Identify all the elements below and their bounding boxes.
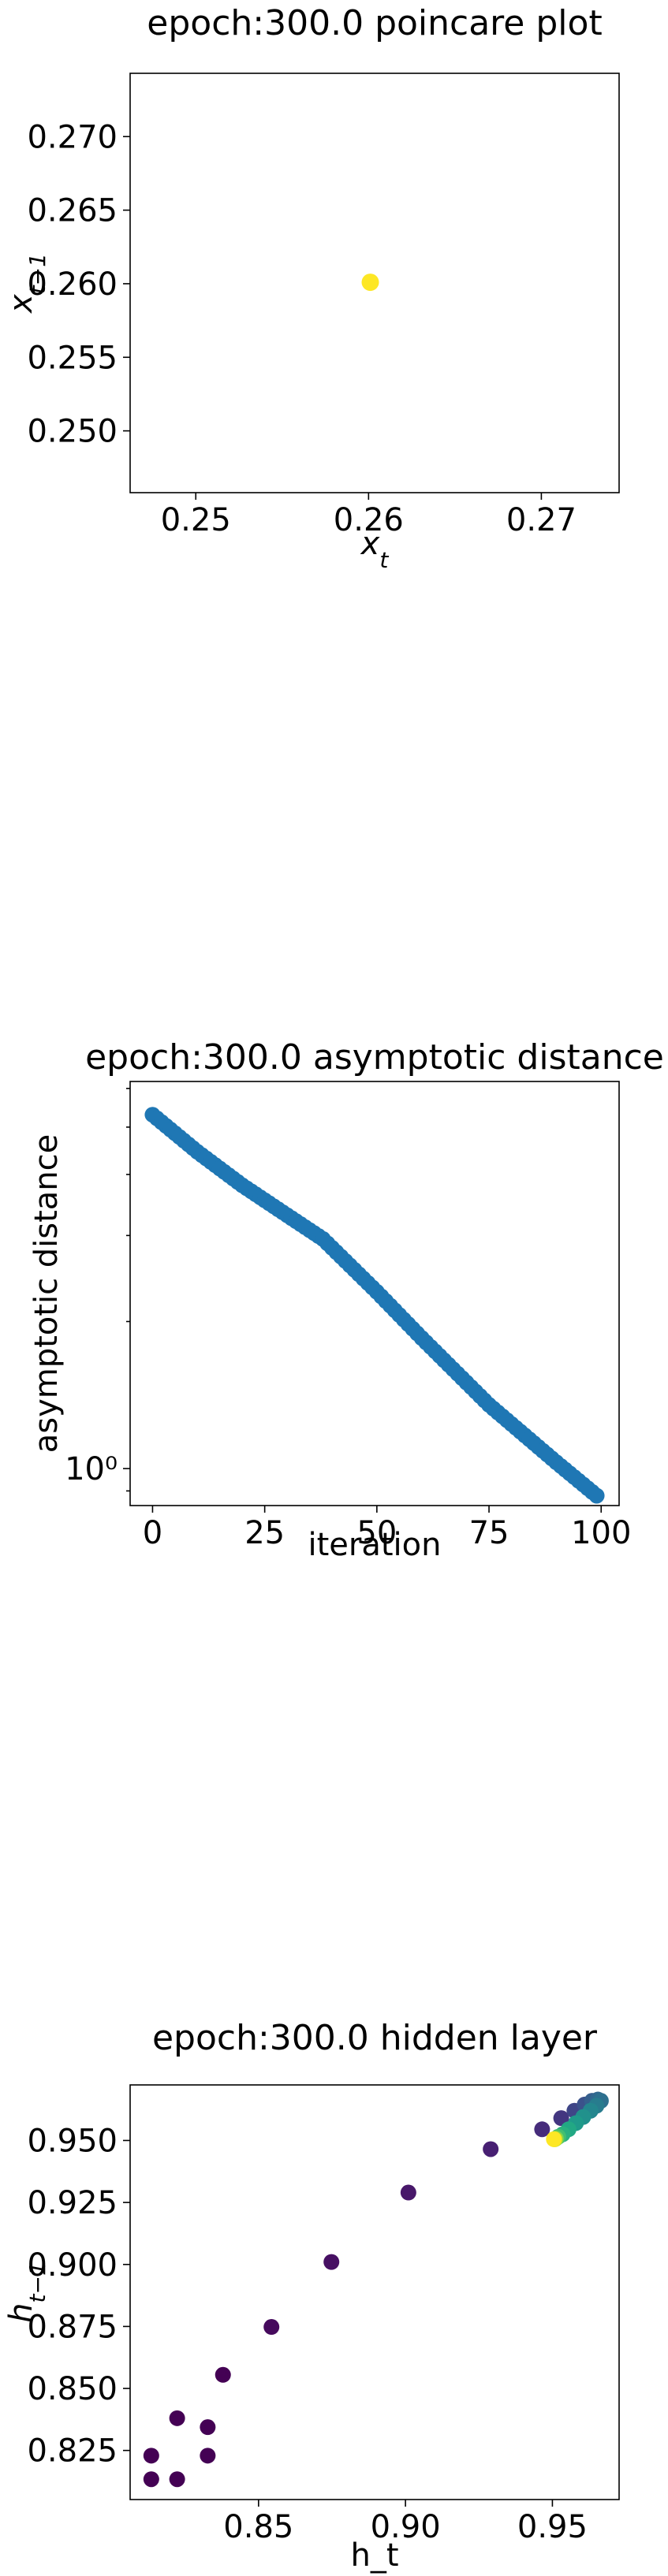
y-axis-label: xt−1 <box>3 253 50 315</box>
x-tick-label: 0.90 <box>371 2509 441 2545</box>
x-tick-label: 25 <box>244 1515 285 1551</box>
x-tick-label: 0.27 <box>506 502 577 538</box>
x-tick-label: 0.85 <box>223 2509 293 2545</box>
plot-frame <box>129 1081 620 1506</box>
y-axis-label: asymptotic distance <box>28 1134 65 1454</box>
x-ticks: 0.85 0.90 0.95 <box>223 2500 588 2545</box>
data-point <box>200 2448 216 2464</box>
x-tick-label: 50 <box>356 1515 397 1551</box>
data-point <box>546 2131 562 2147</box>
x-ticks: 0.25 0.26 0.27 <box>161 493 577 538</box>
y-ticks: 0.250 0.255 0.260 0.265 0.270 <box>27 119 130 450</box>
data-point <box>169 2471 185 2488</box>
y-tick-label: 0.875 <box>27 2309 118 2345</box>
y-tick-label: 0.850 <box>27 2371 118 2407</box>
x-axis-label: h_t <box>350 2537 398 2574</box>
y-tick-label: 0.950 <box>27 2123 118 2159</box>
hidden-layer-chart: epoch:300.0 hidden layer 0.85 0.90 0.95 0.… <box>3 2018 620 2574</box>
y-ticks: 0.825 0.850 0.875 0.900 0.925 0.950 <box>27 2123 130 2470</box>
x-tick-label: 0.95 <box>517 2509 588 2545</box>
x-tick-label: 0 <box>143 1515 162 1551</box>
chart-title: epoch:300.0 hidden layer <box>152 2018 598 2058</box>
y-ticks: 10⁰ <box>65 1088 130 1492</box>
data-point <box>483 2141 499 2157</box>
data-point <box>215 2366 231 2383</box>
points <box>143 2091 609 2488</box>
plot-frame <box>129 2084 620 2500</box>
plot-frame <box>129 73 620 493</box>
y-tick-label: 0.255 <box>27 340 118 376</box>
points <box>361 274 379 292</box>
data-point <box>323 2254 340 2270</box>
chart-title: epoch:300.0 poincare plot <box>147 3 602 43</box>
y-tick-label: 0.900 <box>27 2247 118 2284</box>
y-tick-label: 0.825 <box>27 2433 118 2470</box>
y-tick-label: 0.250 <box>27 414 118 450</box>
x-tick-label: 75 <box>469 1515 509 1551</box>
asymptotic-distance-chart: epoch:300.0 asymptotic distance 0 25 50 75 1… <box>28 1037 664 1563</box>
data-point <box>169 2410 185 2426</box>
y-tick-label: 0.270 <box>27 119 118 155</box>
points <box>144 1107 605 1504</box>
data-point <box>534 2121 550 2138</box>
data-point <box>200 2419 216 2436</box>
data-point <box>143 2448 159 2464</box>
x-tick-label: 0.25 <box>161 502 231 538</box>
data-point <box>400 2184 416 2201</box>
x-ticks: 0 25 50 75 100 <box>143 1506 631 1551</box>
x-axis-label: iteration <box>308 1527 442 1563</box>
x-tick-label: 100 <box>571 1515 631 1551</box>
poincare-plot-chart: epoch:300.0 poincare plot 0.25 0.26 0.27 0… <box>3 3 620 573</box>
x-tick-label: 0.26 <box>334 502 404 538</box>
data-point <box>263 2319 280 2336</box>
y-tick-label: 0.265 <box>27 193 118 229</box>
data-point <box>588 1487 605 1504</box>
data-point <box>553 2110 569 2127</box>
chart-title: epoch:300.0 asymptotic distance <box>85 1037 664 1078</box>
data-point <box>143 2471 159 2488</box>
data-point <box>361 274 379 292</box>
y-tick-label: 10⁰ <box>65 1451 118 1487</box>
y-tick-label: 0.925 <box>27 2185 118 2221</box>
y-tick-label: 0.260 <box>27 266 118 303</box>
